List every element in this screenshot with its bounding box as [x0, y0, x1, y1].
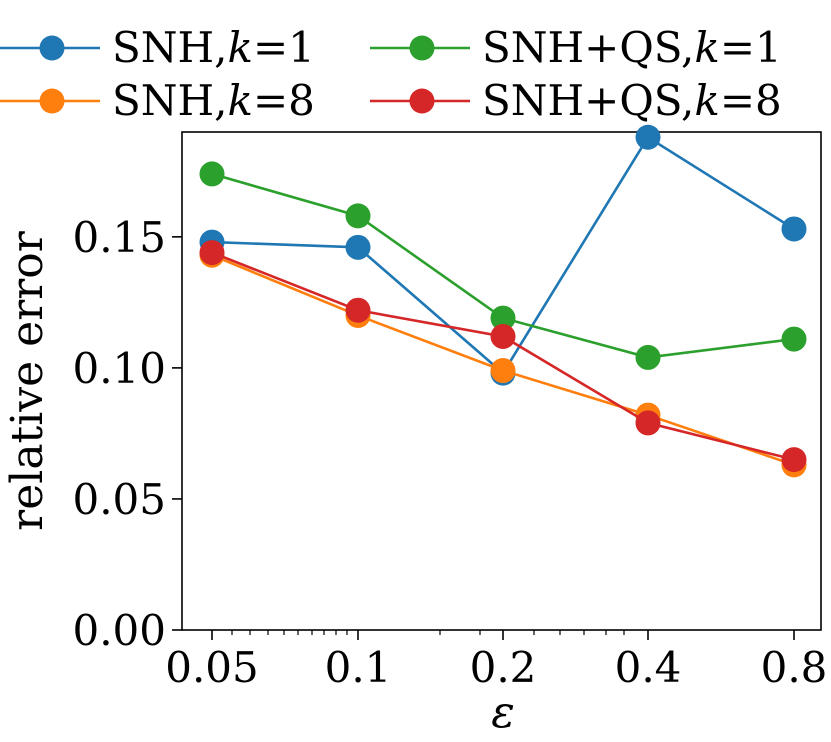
x-tick-label: 0.4	[615, 643, 682, 692]
data-point	[635, 410, 661, 436]
data-point	[781, 447, 807, 473]
data-point	[635, 344, 661, 370]
legend-entry: SNH,k=1	[0, 23, 315, 72]
legend-entry: SNH+QS,k=8	[370, 76, 782, 125]
legend-marker	[409, 35, 435, 61]
legend-entry: SNH,k=8	[0, 76, 315, 125]
data-point	[490, 305, 516, 331]
y-tick-label: 0.00	[72, 606, 166, 655]
x-tick-label: 0.2	[470, 643, 537, 692]
data-point	[199, 240, 225, 266]
legend-label: SNH,k=8	[112, 76, 315, 125]
legend-label: SNH+QS,k=1	[482, 23, 782, 72]
y-axis-label: relative error	[2, 230, 53, 531]
legend-entry: SNH+QS,k=1	[370, 23, 782, 72]
data-point	[635, 124, 661, 150]
x-tick-label: 0.1	[325, 643, 392, 692]
data-point	[345, 234, 371, 260]
series-line	[211, 251, 795, 461]
data-point	[490, 323, 516, 349]
x-tick-label: 0.8	[761, 643, 828, 692]
legend-label: SNH,k=1	[112, 23, 315, 72]
legend-marker	[409, 88, 435, 114]
y-axis: 0.00 0.05 0.10 0.15	[72, 213, 182, 655]
legend-marker	[39, 35, 65, 61]
x-tick-label: 0.05	[165, 643, 259, 692]
data-point	[199, 161, 225, 187]
legend-label: SNH+QS,k=8	[482, 76, 782, 125]
series-1	[199, 242, 807, 478]
y-tick-label: 0.15	[72, 213, 166, 262]
x-axis-label: ε	[491, 687, 515, 738]
plot-frame	[181, 131, 822, 631]
data-point	[345, 297, 371, 323]
data-point	[345, 203, 371, 229]
series-3	[199, 240, 807, 473]
data-point	[781, 326, 807, 352]
x-axis: 0.05 0.1 0.2 0.4 0.8	[165, 630, 827, 692]
y-tick-label: 0.10	[72, 344, 166, 393]
data-point	[781, 216, 807, 242]
legend-marker	[39, 88, 65, 114]
data-point	[490, 358, 516, 384]
series-2	[199, 161, 807, 370]
y-tick-label: 0.05	[72, 475, 166, 524]
series-layer	[199, 124, 807, 478]
